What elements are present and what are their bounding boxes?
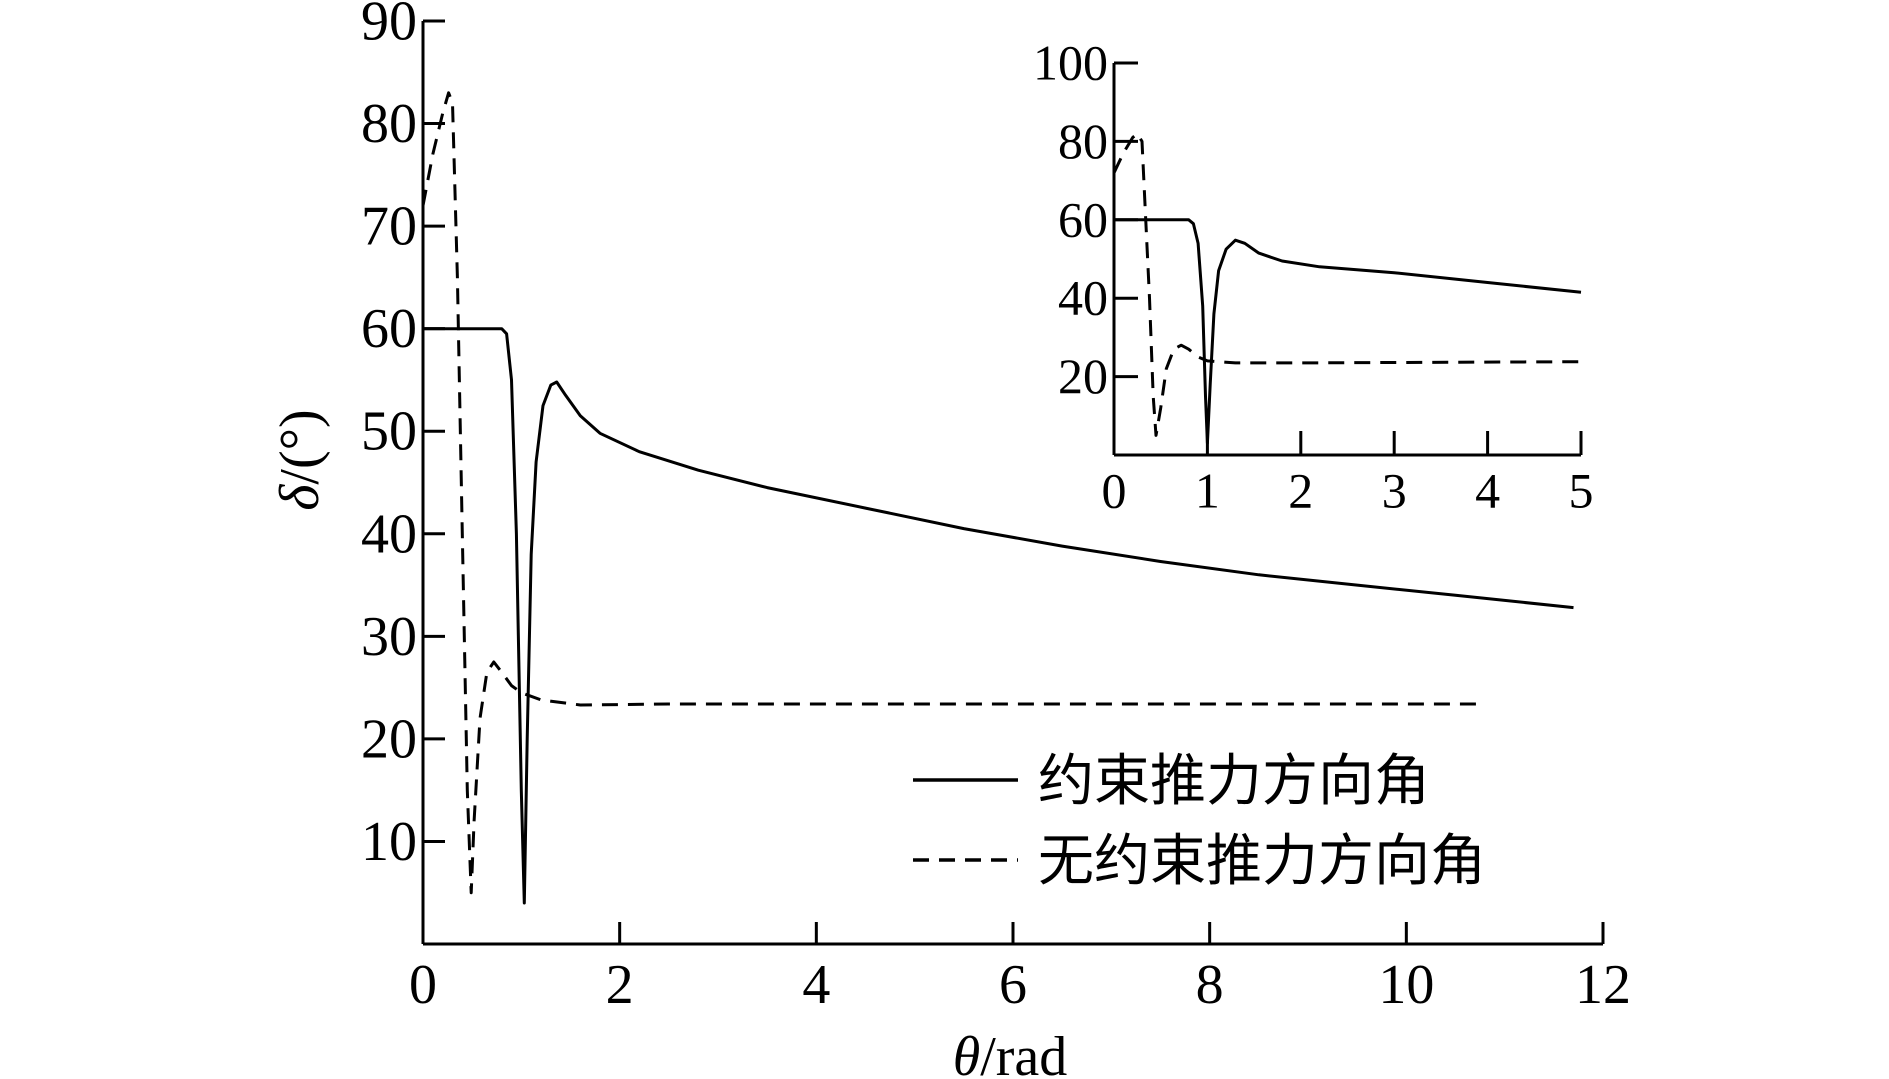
y-tick-label: 30 bbox=[361, 606, 417, 668]
y-tick-label: 50 bbox=[361, 401, 417, 463]
series-unconstrained-line bbox=[421, 91, 1485, 895]
y-tick-label: 80 bbox=[1058, 113, 1108, 169]
x-tick-label: 5 bbox=[1569, 463, 1594, 519]
y-tick-label: 20 bbox=[361, 708, 417, 770]
y-tick-label: 80 bbox=[361, 93, 417, 155]
y-tick-label: 90 bbox=[361, 0, 417, 52]
y-tick-label: 40 bbox=[361, 503, 417, 565]
legend-label-dashed: 无约束推力方向角 bbox=[1038, 831, 1486, 893]
x-axis-label: θ/rad bbox=[953, 1026, 1068, 1079]
series-unconstrained-line bbox=[1112, 132, 1582, 437]
series-constrained-line bbox=[1114, 218, 1582, 445]
inset-plot: 0 1 2 3 4 5 20 40 60 80 100 bbox=[1033, 35, 1594, 519]
y-tick-label: 60 bbox=[1058, 191, 1108, 247]
legend-label-solid: 约束推力方向角 bbox=[1038, 751, 1430, 813]
x-tick-label: 6 bbox=[999, 954, 1027, 1016]
x-axis-unit: /rad bbox=[980, 1026, 1067, 1079]
y-tick-label: 60 bbox=[361, 298, 417, 360]
legend: 约束推力方向角 无约束推力方向角 bbox=[913, 751, 1486, 893]
y-axis-symbol: δ bbox=[269, 484, 331, 511]
x-tick-label: 2 bbox=[606, 954, 634, 1016]
y-tick-label: 70 bbox=[361, 196, 417, 258]
x-tick-label: 10 bbox=[1378, 954, 1434, 1016]
x-tick-label: 4 bbox=[802, 954, 830, 1016]
x-tick-label: 0 bbox=[409, 954, 437, 1016]
x-tick-label: 1 bbox=[1195, 463, 1220, 519]
x-tick-label: 0 bbox=[1102, 463, 1127, 519]
y-axis-label: δ/(°) bbox=[269, 409, 331, 510]
series-constrained-line bbox=[423, 327, 1574, 905]
y-axis-unit: /(°) bbox=[269, 409, 331, 484]
x-tick-label: 3 bbox=[1382, 463, 1407, 519]
x-tick-label: 8 bbox=[1196, 954, 1224, 1016]
y-tick-label: 20 bbox=[1058, 348, 1108, 404]
x-tick-label: 2 bbox=[1288, 463, 1313, 519]
y-tick-label: 10 bbox=[361, 811, 417, 873]
x-tick-label: 4 bbox=[1475, 463, 1500, 519]
y-tick-label: 100 bbox=[1033, 35, 1108, 91]
x-axis-symbol: θ bbox=[953, 1026, 981, 1079]
y-tick-label: 40 bbox=[1058, 270, 1108, 326]
x-tick-label: 12 bbox=[1575, 954, 1631, 1016]
